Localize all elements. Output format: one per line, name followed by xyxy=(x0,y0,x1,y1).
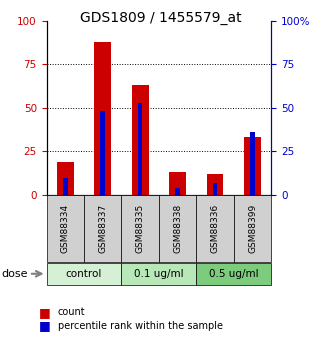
Text: GSM88335: GSM88335 xyxy=(136,204,145,253)
Bar xyxy=(169,172,186,195)
Text: GDS1809 / 1455579_at: GDS1809 / 1455579_at xyxy=(80,11,241,25)
Text: GSM88399: GSM88399 xyxy=(248,204,257,253)
Bar xyxy=(213,183,217,195)
Bar xyxy=(250,132,255,195)
Text: control: control xyxy=(66,269,102,279)
Text: GSM88338: GSM88338 xyxy=(173,204,182,253)
Bar xyxy=(175,188,180,195)
Text: count: count xyxy=(58,307,85,317)
Bar xyxy=(94,42,111,195)
Text: ■: ■ xyxy=(39,319,50,333)
Bar xyxy=(100,111,105,195)
Text: GSM88337: GSM88337 xyxy=(98,204,107,253)
Bar xyxy=(63,178,67,195)
Bar xyxy=(244,137,261,195)
Text: 0.1 ug/ml: 0.1 ug/ml xyxy=(134,269,184,279)
Text: GSM88334: GSM88334 xyxy=(61,204,70,253)
Text: ■: ■ xyxy=(39,306,50,319)
Bar xyxy=(57,162,74,195)
Text: percentile rank within the sample: percentile rank within the sample xyxy=(58,321,223,331)
Bar xyxy=(132,85,149,195)
Text: GSM88336: GSM88336 xyxy=(211,204,220,253)
Bar xyxy=(138,102,143,195)
Text: 0.5 ug/ml: 0.5 ug/ml xyxy=(209,269,259,279)
Bar xyxy=(207,174,223,195)
Text: dose: dose xyxy=(2,269,28,279)
